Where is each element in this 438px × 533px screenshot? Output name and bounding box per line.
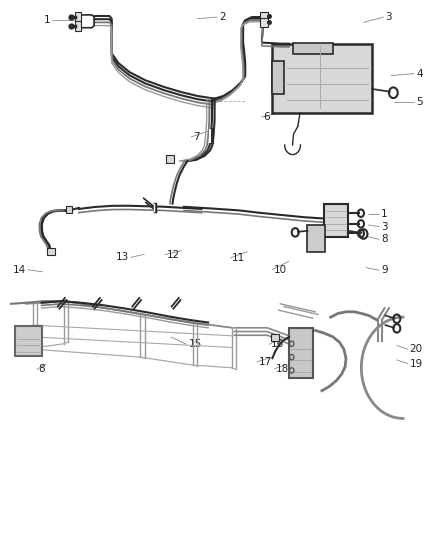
Text: 3: 3 [385,12,392,22]
Text: 12: 12 [166,250,180,260]
Text: 3: 3 [381,222,388,231]
Bar [15,326,42,356]
Text: 16: 16 [271,340,284,349]
Text: 20: 20 [410,344,423,354]
Bar [289,328,313,378]
Text: 8: 8 [39,365,45,374]
Text: 10: 10 [274,265,287,274]
Text: 8: 8 [381,235,388,244]
Text: 15: 15 [188,340,201,349]
Bar [75,21,81,31]
Text: 9: 9 [381,265,388,275]
Bar [66,206,72,213]
Text: 17: 17 [258,357,272,367]
Bar [324,204,348,237]
Bar [272,44,372,113]
Text: 13: 13 [116,253,129,262]
Bar [307,225,325,252]
Bar [260,18,268,27]
Bar [271,334,279,341]
Bar [272,61,284,94]
Text: 1: 1 [381,209,388,219]
Text: 7: 7 [193,132,199,142]
Bar [293,43,333,54]
Bar [166,155,174,163]
Text: 14: 14 [13,265,26,274]
Text: 2: 2 [219,12,226,22]
Text: 1: 1 [44,15,50,25]
Text: 18: 18 [276,364,289,374]
Bar [260,12,268,20]
Text: 19: 19 [410,359,423,368]
Bar [75,12,81,21]
Bar [47,248,55,255]
Text: 5: 5 [416,98,423,107]
Text: 4: 4 [416,69,423,78]
Text: 6: 6 [263,112,269,122]
Text: 11: 11 [232,253,245,263]
